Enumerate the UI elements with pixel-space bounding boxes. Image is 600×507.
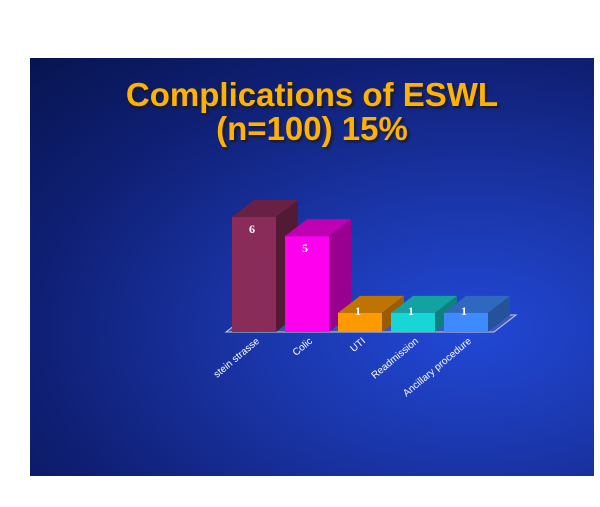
category-label: Readmission	[370, 336, 421, 382]
bar-value-label: 5	[302, 241, 308, 255]
chart-title-line-1: Complications of ESWL	[125, 76, 499, 113]
bar-top	[444, 295, 510, 313]
bar-ancillary-procedure: 1	[444, 295, 510, 332]
bar-front	[232, 217, 276, 332]
bar-top	[232, 200, 298, 217]
bar-value-label: 1	[461, 304, 467, 318]
bar-value-label: 1	[355, 304, 361, 318]
bar-front	[285, 236, 329, 332]
category-label: UTI	[349, 336, 368, 355]
chart-title-line-2: (n=100) 15%	[216, 110, 408, 147]
bar-side	[488, 295, 510, 332]
bar-front	[444, 312, 488, 332]
bar-top	[338, 295, 404, 313]
category-label: Colic	[291, 336, 315, 359]
bar-value-label: 6	[249, 222, 255, 236]
bar-side	[329, 219, 351, 332]
bar-colic: 5	[285, 219, 351, 332]
chart-title: Complications of ESWL (n=100) 15%	[30, 78, 594, 146]
bar-top	[391, 295, 457, 313]
bar-value-label: 1	[408, 304, 414, 318]
slide-background: Complications of ESWL (n=100) 15% 6 stein…	[30, 58, 594, 476]
bar-top	[285, 219, 351, 237]
bar-front	[338, 312, 382, 332]
bar-uti: 1	[338, 295, 404, 332]
bar-front	[391, 312, 435, 332]
category-label: stein strasse	[212, 336, 262, 381]
